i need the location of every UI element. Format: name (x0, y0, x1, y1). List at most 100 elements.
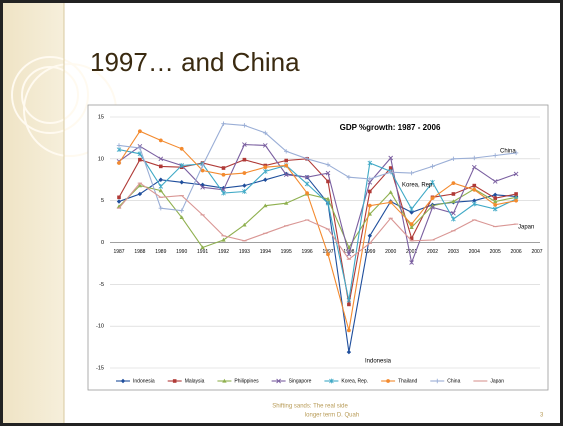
x-tick-label: 1990 (176, 249, 187, 255)
marker (388, 155, 394, 161)
x-tick-label: 1999 (364, 249, 375, 255)
x-tick-label: 1988 (134, 249, 145, 255)
marker (116, 147, 122, 153)
y-tick-label: -15 (96, 365, 104, 371)
marker (472, 155, 477, 161)
marker (472, 183, 477, 188)
y-tick-label: -10 (96, 324, 104, 330)
marker (200, 168, 205, 173)
marker (368, 189, 372, 194)
marker (242, 157, 247, 162)
marker (284, 163, 289, 168)
marker (179, 163, 184, 168)
marker (179, 146, 184, 151)
marker (367, 233, 372, 239)
marker (513, 171, 519, 177)
marker (451, 156, 456, 162)
x-tick-label: 2000 (385, 249, 396, 255)
marker (347, 328, 351, 333)
marker (409, 170, 414, 176)
x-tick-label: 2005 (490, 249, 501, 255)
series-line (118, 149, 517, 301)
marker (346, 297, 352, 303)
series (116, 182, 519, 260)
x-tick-label: 2004 (469, 249, 480, 255)
marker (451, 181, 456, 185)
marker (242, 183, 247, 188)
marker (158, 205, 163, 211)
marker (276, 378, 281, 384)
marker (409, 222, 414, 226)
marker (120, 378, 126, 384)
y-tick-label: 5 (101, 198, 104, 204)
annotation: Indonesia (365, 359, 392, 365)
marker (325, 200, 331, 206)
x-tick-label: 1991 (197, 249, 208, 255)
marker (430, 205, 435, 210)
marker (367, 179, 373, 185)
marker (472, 198, 477, 203)
marker (472, 201, 477, 207)
marker (263, 165, 268, 170)
page-number: 3 (540, 413, 544, 419)
legend-label: Korea, Rep. (341, 378, 368, 384)
series (117, 129, 518, 333)
marker (158, 138, 163, 143)
marker (492, 206, 498, 212)
chart-title: GDP %growth: 1987 - 2006 (340, 123, 441, 132)
marker (200, 184, 205, 190)
marker (304, 174, 310, 180)
marker (221, 166, 226, 170)
x-tick-label: 1992 (218, 249, 229, 255)
marker (158, 184, 164, 189)
marker (200, 163, 205, 168)
marker (346, 175, 352, 180)
series (117, 157, 518, 307)
legend-label: China (447, 378, 460, 384)
y-tick-label: 0 (101, 240, 104, 246)
marker (137, 183, 143, 188)
marker (409, 210, 414, 215)
marker (435, 378, 440, 384)
x-tick-label: 1998 (343, 249, 354, 255)
marker (137, 145, 143, 151)
marker (388, 170, 393, 175)
marker (242, 123, 247, 128)
marker (471, 164, 477, 170)
marker (493, 202, 498, 207)
marker (242, 142, 247, 147)
marker (346, 251, 352, 257)
marker (200, 245, 205, 250)
series-line (118, 123, 517, 212)
marker (409, 260, 414, 265)
marker (409, 225, 414, 230)
annotation: Japan (518, 225, 534, 231)
marker (116, 143, 122, 148)
marker (242, 171, 247, 175)
marker (513, 150, 519, 156)
series (116, 121, 519, 213)
marker (283, 172, 289, 178)
x-tick-label: 2007 (531, 249, 542, 255)
marker (430, 179, 435, 185)
marker (430, 196, 435, 201)
marker (493, 153, 498, 158)
marker (493, 192, 498, 198)
footer-line: Shifting sands: The real side (272, 404, 348, 410)
marker (284, 200, 289, 205)
x-tick-label: 1987 (113, 249, 124, 255)
y-tick-label: 10 (98, 156, 104, 162)
marker (221, 190, 226, 196)
marker (386, 379, 390, 383)
x-tick-label: 2003 (448, 249, 459, 255)
marker (263, 168, 268, 174)
marker (117, 161, 121, 165)
marker (158, 188, 163, 193)
x-tick-label: 1989 (155, 249, 166, 255)
x-tick-label: 1995 (281, 249, 292, 255)
marker (221, 185, 226, 191)
series-line (118, 184, 517, 249)
marker (242, 189, 247, 194)
legend-label: Singapore (289, 378, 312, 384)
